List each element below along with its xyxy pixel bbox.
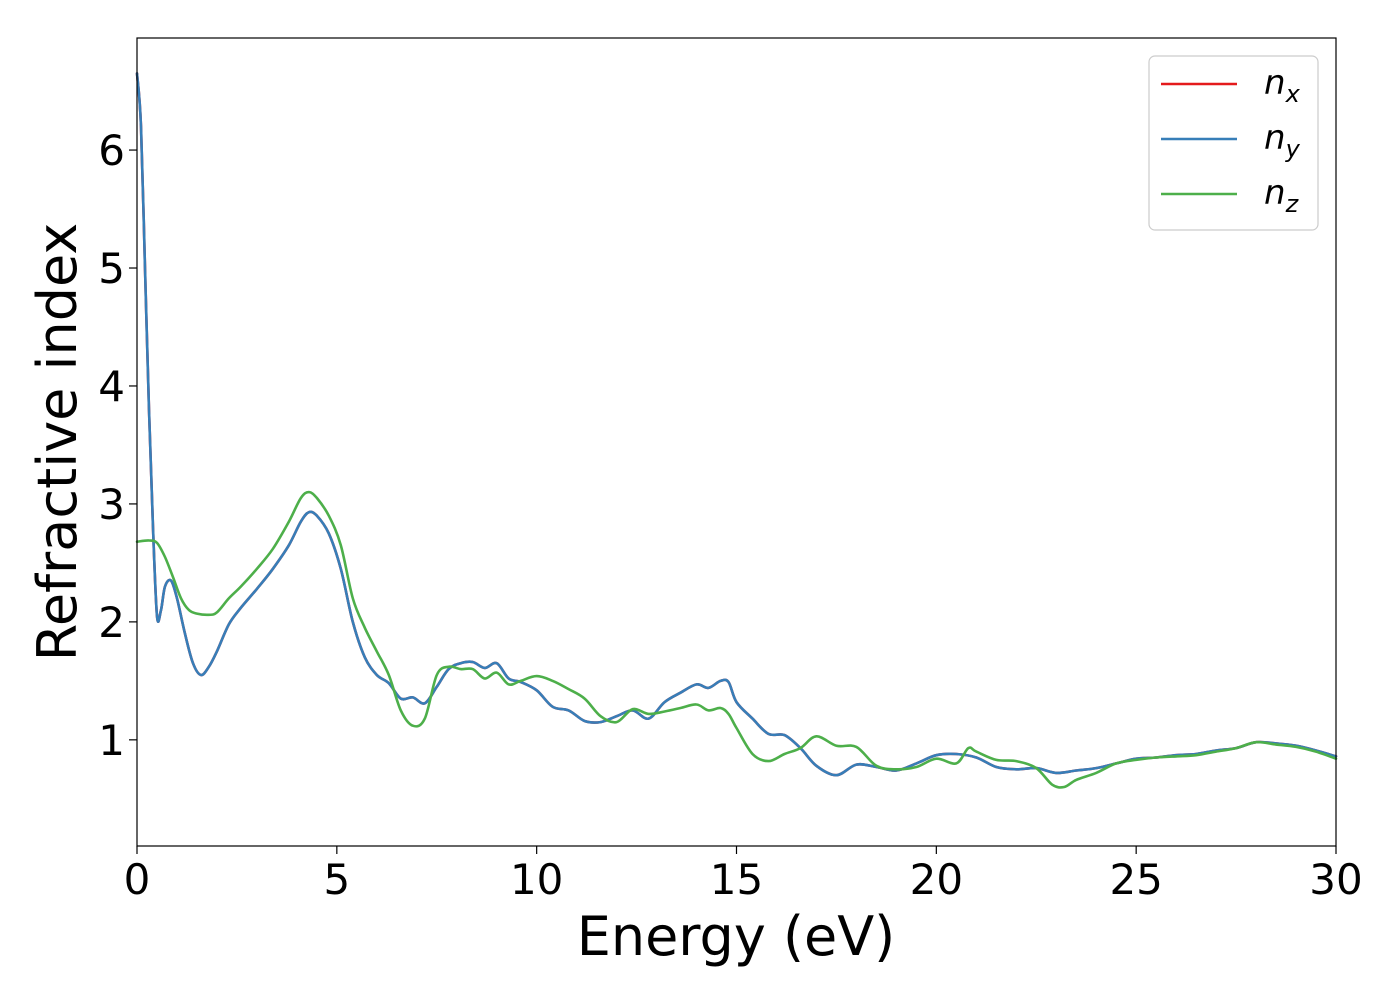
x-tick-label: 20 [910,855,963,904]
x-tick-label: 0 [124,855,151,904]
legend-label-nx: nx [1264,63,1301,108]
x-tick-label: 30 [1309,855,1362,904]
legend: nx ny nz [1148,55,1319,231]
legend-label-nz: nz [1264,173,1300,218]
y-tick-label: 5 [98,244,125,293]
plot-area [137,38,1336,846]
x-tick-label: 15 [710,855,763,904]
series-lines [135,72,1338,789]
x-tick-label: 25 [1109,855,1162,904]
y-tick-label: 1 [98,716,125,765]
series-line-nz [135,490,1338,789]
legend-label-ny: ny [1264,118,1301,163]
y-axis-title: Refractive index [26,223,89,662]
x-axis-ticks: 0 5 10 15 20 25 30 [124,846,1363,904]
y-tick-label: 2 [98,598,125,647]
x-tick-label: 5 [323,855,350,904]
x-axis-title: Energy (eV) [577,905,896,968]
x-tick-label: 10 [510,855,563,904]
series-line-ny [135,72,1338,777]
y-axis-ticks: 1 2 3 4 5 6 [98,126,137,765]
y-tick-label: 6 [98,126,125,175]
y-tick-label: 4 [98,362,125,411]
legend-frame [1148,55,1319,231]
y-tick-label: 3 [98,480,125,529]
